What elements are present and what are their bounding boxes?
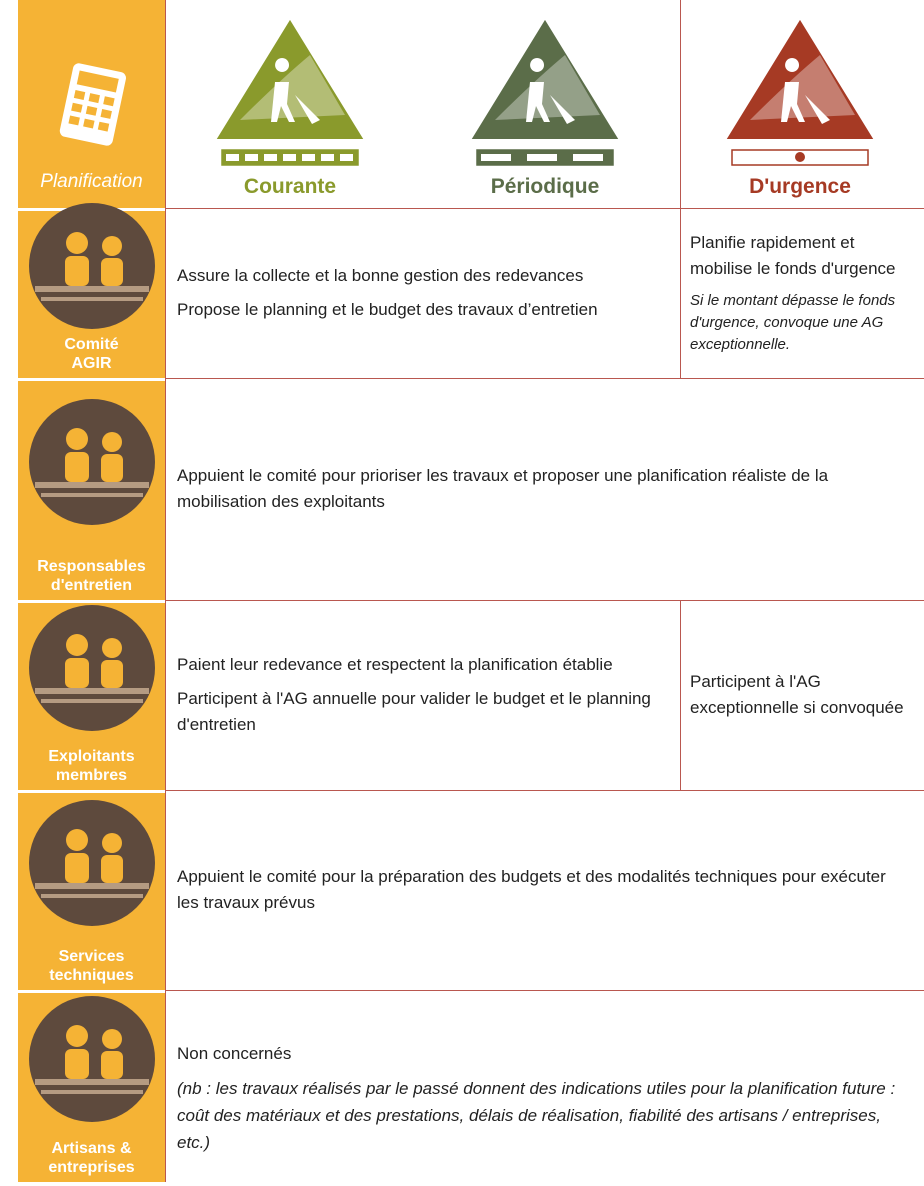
role-column: Responsables d'entretien: [18, 381, 165, 600]
role-column: Services techniques: [18, 793, 165, 990]
cell: Appuient le comité pour prioriser les tr…: [177, 386, 897, 592]
role-label-line: entreprises: [48, 1159, 135, 1176]
role-label: Services techniques: [18, 947, 165, 985]
role-column: Exploitants membres: [18, 603, 165, 790]
cell-text: Participent à l'AG annuelle pour valider…: [177, 689, 651, 734]
cell-text: Appuient le comité pour prioriser les tr…: [177, 466, 829, 511]
row-divider: [165, 378, 924, 379]
divider: [680, 600, 681, 790]
role-label-line: Services: [58, 948, 125, 965]
cell: Participent à l'AG exceptionnelle si con…: [690, 608, 915, 782]
role-label: Exploitants membres: [18, 747, 165, 785]
row-divider: [165, 600, 924, 601]
header-title: Planification: [40, 171, 143, 192]
hill: [495, 55, 600, 120]
cell: Non concernés (nb : les travaux réalisés …: [177, 1010, 897, 1186]
cell-text: Non concernés: [177, 1043, 292, 1063]
cell: Assure la collecte et la bonne gestion d…: [177, 216, 667, 370]
role-label-line: d'entretien: [50, 577, 133, 594]
role-icon: [29, 996, 155, 1122]
bar-segment: [573, 154, 603, 161]
cell-text: Assure la collecte et la bonne gestion d…: [177, 266, 584, 285]
role-label-line: membres: [55, 767, 128, 784]
cell-text: Appuient le comité pour la préparation d…: [177, 867, 886, 912]
hill: [240, 55, 345, 120]
role-label: Comité AGIR: [18, 335, 165, 373]
cell: Paient leur redevance et respectent la p…: [177, 608, 667, 782]
role-label-line: Responsables: [37, 558, 146, 575]
header-icons: [213, 16, 877, 166]
column-label: D'urgence: [749, 175, 851, 198]
role-icon: [29, 605, 155, 731]
role-label-line: Exploitants: [48, 748, 135, 765]
worker: [526, 58, 575, 124]
role-label-line: techniques: [49, 967, 134, 984]
bar-segment: [340, 154, 353, 161]
role-label: Artisans & entreprises: [18, 1139, 165, 1177]
bar-segment: [264, 154, 277, 161]
role-icon: [29, 203, 155, 329]
row-divider: [165, 790, 924, 791]
cell-text: Planifie rapidement et mobilise le fonds…: [690, 233, 896, 278]
cell-note: (nb : les travaux réalisés par le passé …: [177, 1078, 896, 1152]
row-divider: [165, 990, 924, 991]
bar-segment: [481, 154, 511, 161]
role-icon: [29, 800, 155, 926]
cell: Appuient le comité pour la préparation d…: [177, 798, 897, 982]
cell-text: Participent à l'AG exceptionnelle si con…: [690, 672, 904, 717]
cell-note: Si le montant dépasse le fonds d'urgence…: [690, 292, 896, 353]
role-label-line: Artisans &: [51, 1140, 132, 1157]
triangle-icon: [468, 16, 622, 141]
divider: [680, 0, 681, 378]
role-label: Responsables d'entretien: [18, 557, 165, 595]
cell-text: Propose le planning et le budget des tra…: [177, 300, 598, 319]
hill: [750, 55, 855, 120]
bar-segment: [302, 154, 315, 161]
role-column: Comité AGIR: [18, 203, 165, 378]
calculator-icon: [59, 63, 126, 146]
bar-segment: [245, 154, 258, 161]
role-icon: [29, 399, 155, 525]
column-label: Périodique: [490, 175, 600, 198]
bar-segment: [321, 154, 334, 161]
role-label-line: Comité: [64, 336, 119, 353]
column-label: Courante: [243, 175, 337, 198]
triangle-icon: [723, 16, 877, 141]
cell-text: Paient leur redevance et respectent la p…: [177, 655, 613, 674]
role-column: Artisans & entreprises: [18, 993, 165, 1182]
worker: [271, 58, 320, 124]
bar-mark: [795, 152, 805, 162]
row-divider: [165, 208, 924, 209]
bar-segment: [226, 154, 239, 161]
bar-segment: [527, 154, 557, 161]
cell: Planifie rapidement et mobilise le fonds…: [690, 216, 915, 370]
header-left: Planification: [18, 0, 165, 208]
triangle-icon: [213, 16, 367, 141]
worker: [781, 58, 830, 124]
role-label-line: AGIR: [71, 355, 112, 372]
bar-segment: [283, 154, 296, 161]
divider: [165, 0, 166, 1182]
